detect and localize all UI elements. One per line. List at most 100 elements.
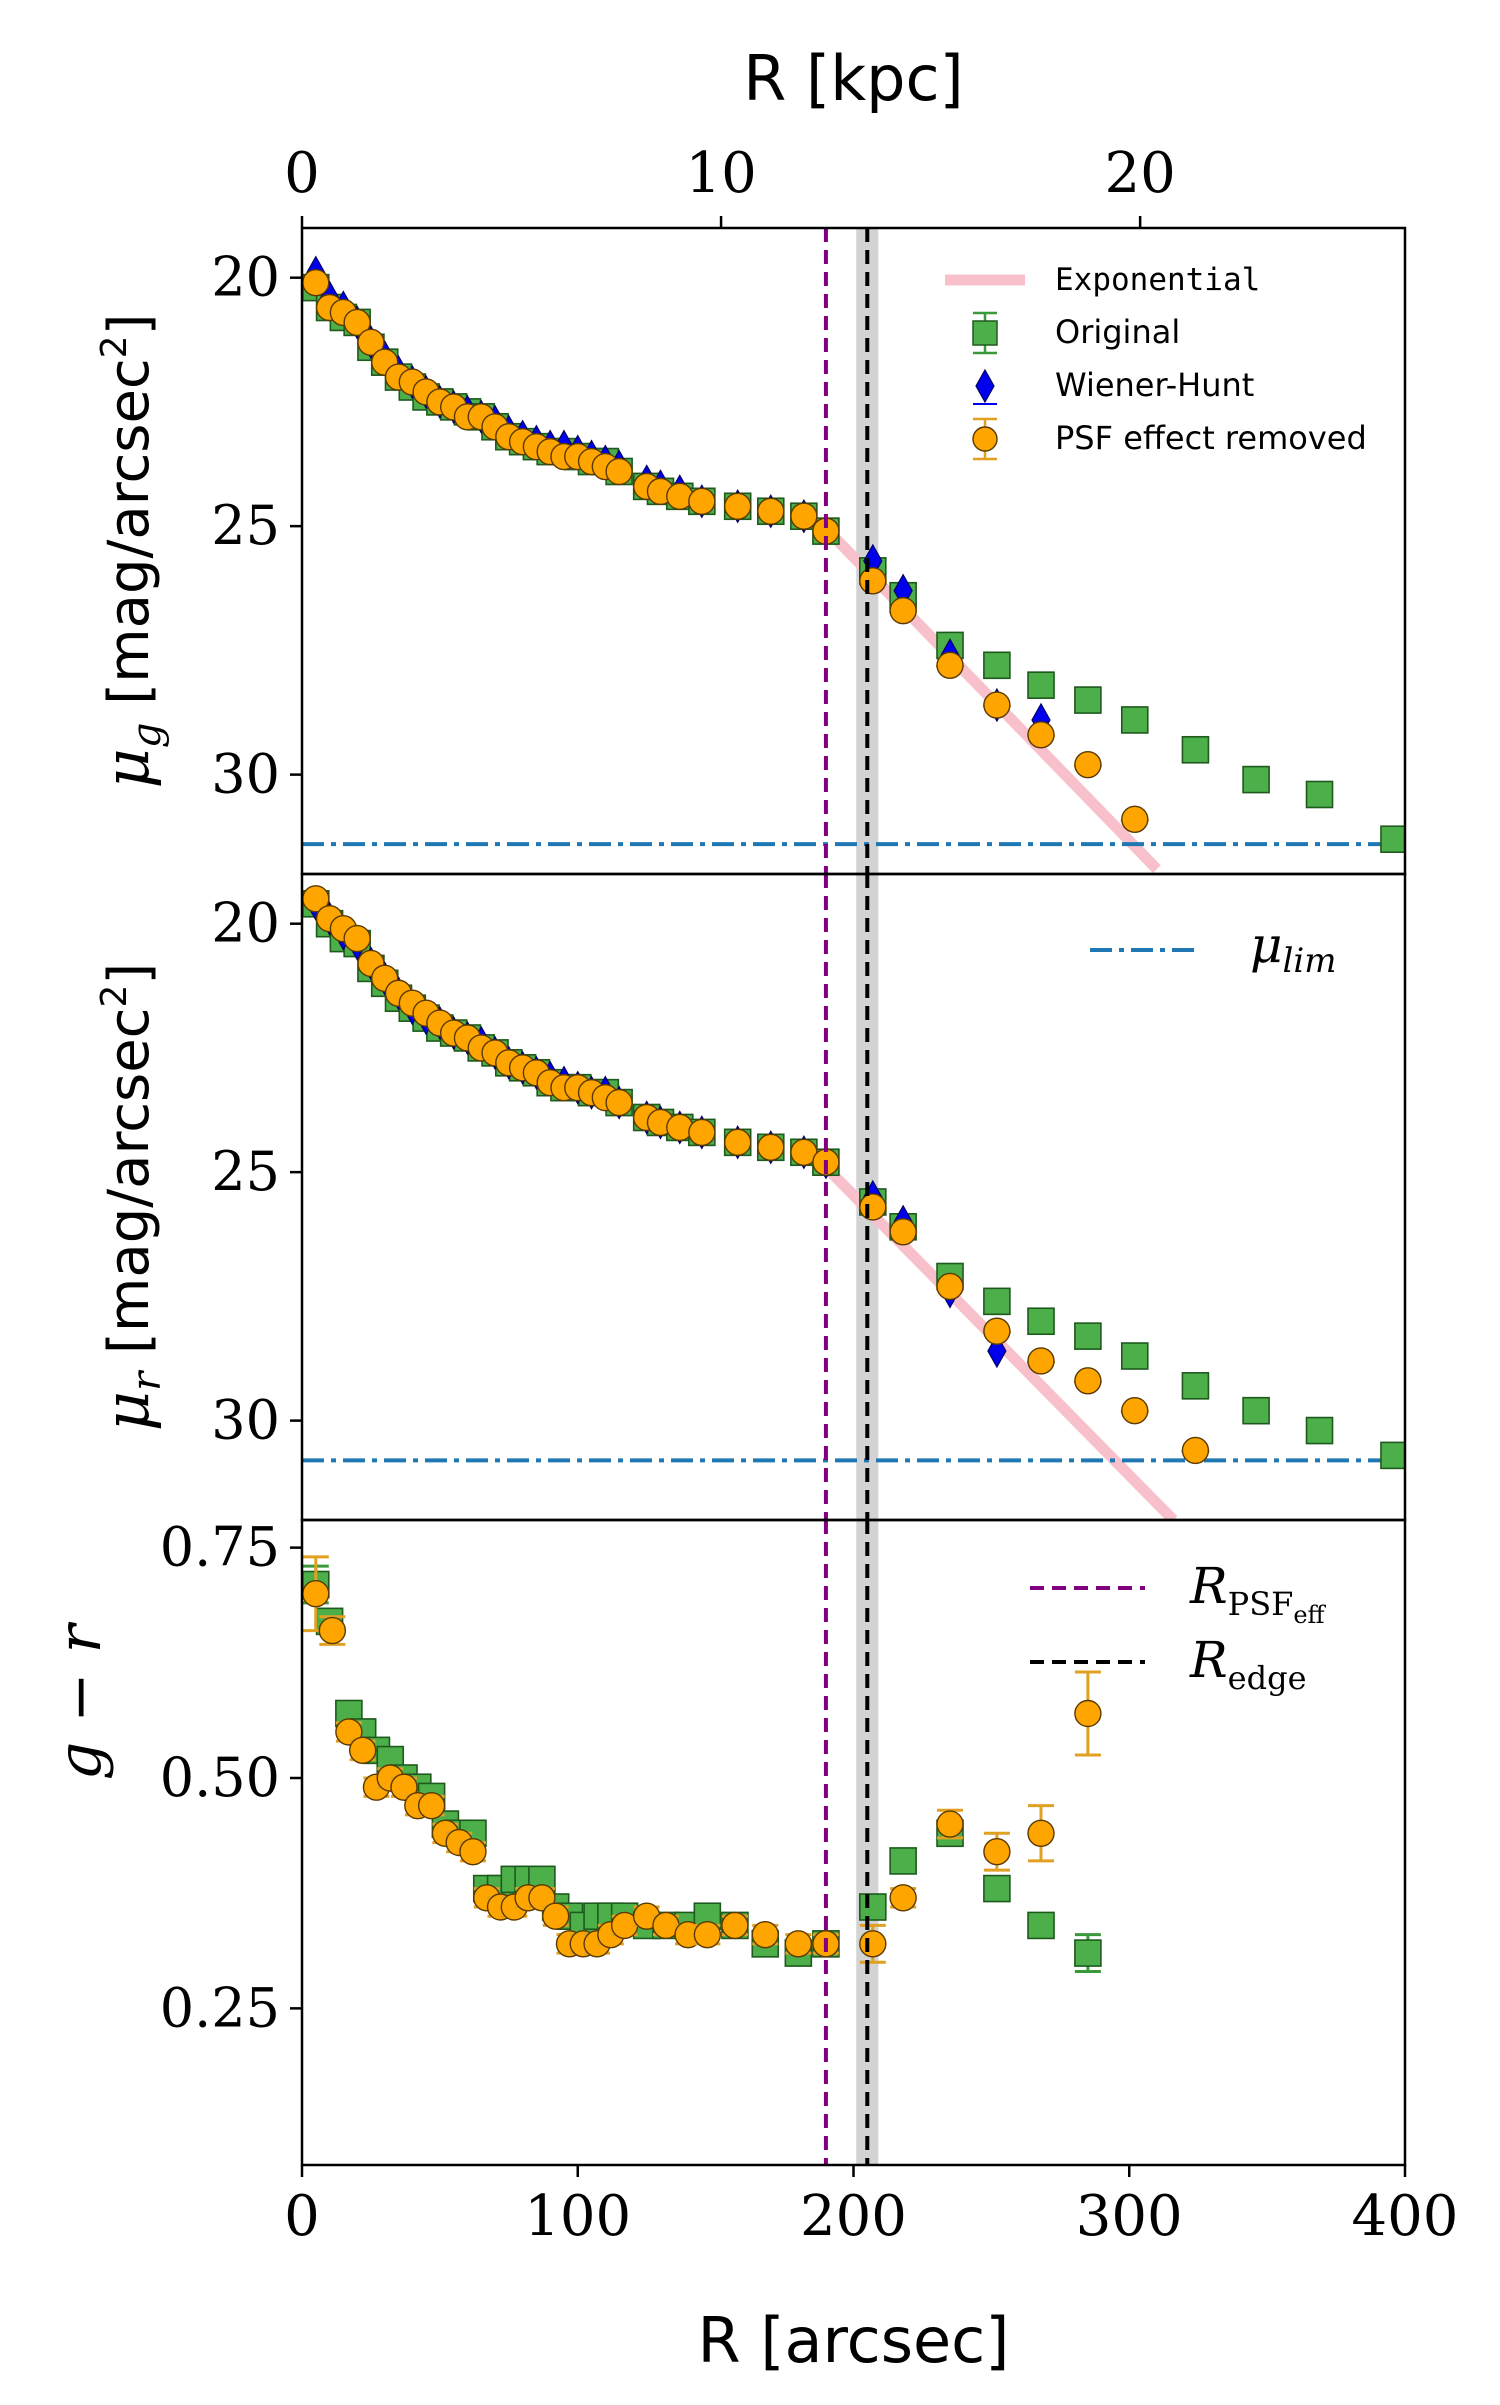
y-axis-label-color: g − r	[45, 1621, 115, 1780]
series-psf-effect-removed	[302, 1555, 1102, 1964]
top-x-axis-label: R [kpc]	[743, 42, 964, 115]
legend-original-marker	[972, 320, 998, 346]
data-point-psf-removed	[541, 1902, 570, 1930]
data-point-psf-removed	[1027, 721, 1055, 749]
data-point-psf-removed	[1074, 750, 1102, 779]
data-point-psf-removed	[1074, 1367, 1102, 1395]
data-point-original	[1074, 686, 1102, 714]
data-point-psf-removed	[417, 1791, 446, 1820]
data-point-psf-removed	[757, 497, 785, 525]
data-point-psf-removed	[343, 924, 371, 953]
data-point-psf-removed	[723, 1128, 752, 1157]
legend-mu-lim-label: μlim	[1250, 916, 1337, 981]
data-layer	[302, 255, 1405, 1973]
data-point-original	[1242, 1396, 1270, 1425]
frame-layer	[290, 216, 1407, 2177]
x-tick-label: 400	[1352, 2184, 1459, 2249]
r-edge-uncertainty-band	[856, 228, 879, 874]
data-point-psf-removed	[889, 1884, 917, 1912]
series-original	[302, 890, 1405, 1470]
data-point-original	[1074, 1322, 1102, 1350]
y-axis-label-symbol: μ	[90, 1391, 163, 1431]
data-point-original	[983, 1874, 1011, 1903]
y-axis-label-symbol: μ	[90, 748, 163, 788]
data-point-psf-removed	[390, 1773, 418, 1801]
y-axis-label-unit: [mag/arcsec	[97, 358, 162, 722]
legend-mu-lim-symbol: μ	[1250, 916, 1283, 974]
data-point-psf-removed	[688, 487, 716, 516]
data-point-original	[1380, 825, 1405, 854]
data-point-original	[983, 651, 1011, 680]
data-point-psf-removed	[721, 1911, 749, 1940]
series-psf-effect-removed	[302, 885, 1210, 1465]
data-point-psf-removed	[318, 1616, 347, 1645]
top-x-tick-label: 0	[284, 141, 320, 206]
x-tick-label: 200	[800, 2184, 907, 2249]
data-point-psf-removed	[889, 1218, 917, 1246]
y-axis-label-subscript: r	[124, 1369, 170, 1391]
data-point-original	[1242, 765, 1270, 794]
legend-psf-marker	[972, 426, 998, 452]
legend-r-psf-subsub: eff	[1293, 1601, 1326, 1629]
data-point-psf-removed	[983, 691, 1011, 719]
data-point-original	[1027, 671, 1055, 699]
series-original	[302, 1564, 1102, 1973]
data-point-original	[1074, 1939, 1102, 1967]
legend-r-edge-label: Redge	[1189, 1631, 1307, 1697]
legend-wiener-marker	[975, 368, 995, 404]
data-point-psf-removed	[784, 1930, 813, 1958]
y-tick-label: 20	[211, 892, 280, 955]
data-point-psf-removed	[983, 1838, 1011, 1866]
data-point-psf-removed	[859, 567, 887, 595]
top-x-tick-label: 10	[685, 141, 756, 206]
y-tick-label: 0.75	[160, 1516, 280, 1579]
data-point-original	[1181, 1372, 1210, 1400]
y-tick-label: 30	[211, 1389, 280, 1452]
data-point-psf-removed	[343, 308, 371, 337]
y-axis-label: μr [mag/arcsec2]	[90, 963, 170, 1431]
data-point-psf-removed	[936, 1272, 964, 1301]
legend-mu-lim-subscript: lim	[1283, 941, 1337, 981]
data-point-psf-removed	[1027, 1819, 1055, 1847]
legend-wiener-label: Wiener-Hunt	[1055, 366, 1254, 404]
data-point-original	[889, 1847, 917, 1875]
top-x-tick-label: 20	[1105, 141, 1176, 206]
data-point-psf-removed	[936, 1810, 964, 1838]
data-point-psf-removed	[1121, 1396, 1149, 1425]
legend-psf-label: PSF effect removed	[1055, 419, 1367, 457]
data-point-psf-removed	[357, 328, 385, 356]
data-point-psf-removed	[1027, 1347, 1055, 1375]
data-point-psf-removed	[688, 1118, 716, 1147]
y-axis-label-unit: [mag/arcsec	[97, 1008, 162, 1372]
y-tick-label: 25	[211, 1140, 280, 1203]
panel-mu_g	[302, 255, 1405, 873]
data-point-psf-removed	[605, 457, 633, 486]
data-point-psf-removed	[1121, 805, 1149, 834]
data-point-psf-removed	[983, 1317, 1011, 1345]
y-axis-label: μg [mag/arcsec2]	[90, 314, 170, 789]
data-point-original	[1120, 1342, 1149, 1370]
y-tick-label: 0.50	[160, 1746, 280, 1809]
y-tick-label: 30	[211, 743, 280, 806]
legend-r-edge-symbol: R	[1189, 1631, 1228, 1689]
y-axis-label-superscript: 2	[94, 335, 135, 358]
legend-r-psf-label: RPSFeff	[1189, 1557, 1327, 1629]
y-axis-label-subscript: g	[124, 723, 170, 749]
x-tick-label: 300	[1076, 2184, 1183, 2249]
data-point-original	[983, 1287, 1011, 1316]
legend-r-edge-sub: edge	[1228, 1659, 1307, 1697]
data-point-original	[1305, 1416, 1334, 1445]
data-point-original	[1120, 706, 1149, 734]
x-tick-label: 100	[524, 2184, 631, 2249]
y-axis-label-close: ]	[97, 963, 162, 985]
y-axis-label-superscript: 2	[94, 985, 135, 1008]
data-point-psf-removed	[302, 268, 330, 297]
data-point-original	[1380, 1441, 1405, 1470]
legend-original-label: Original	[1055, 313, 1180, 351]
legend-r-psf-symbol: R	[1189, 1557, 1228, 1615]
x-axis-label: R [arcsec]	[698, 2304, 1010, 2377]
data-point-psf-removed	[790, 502, 818, 530]
